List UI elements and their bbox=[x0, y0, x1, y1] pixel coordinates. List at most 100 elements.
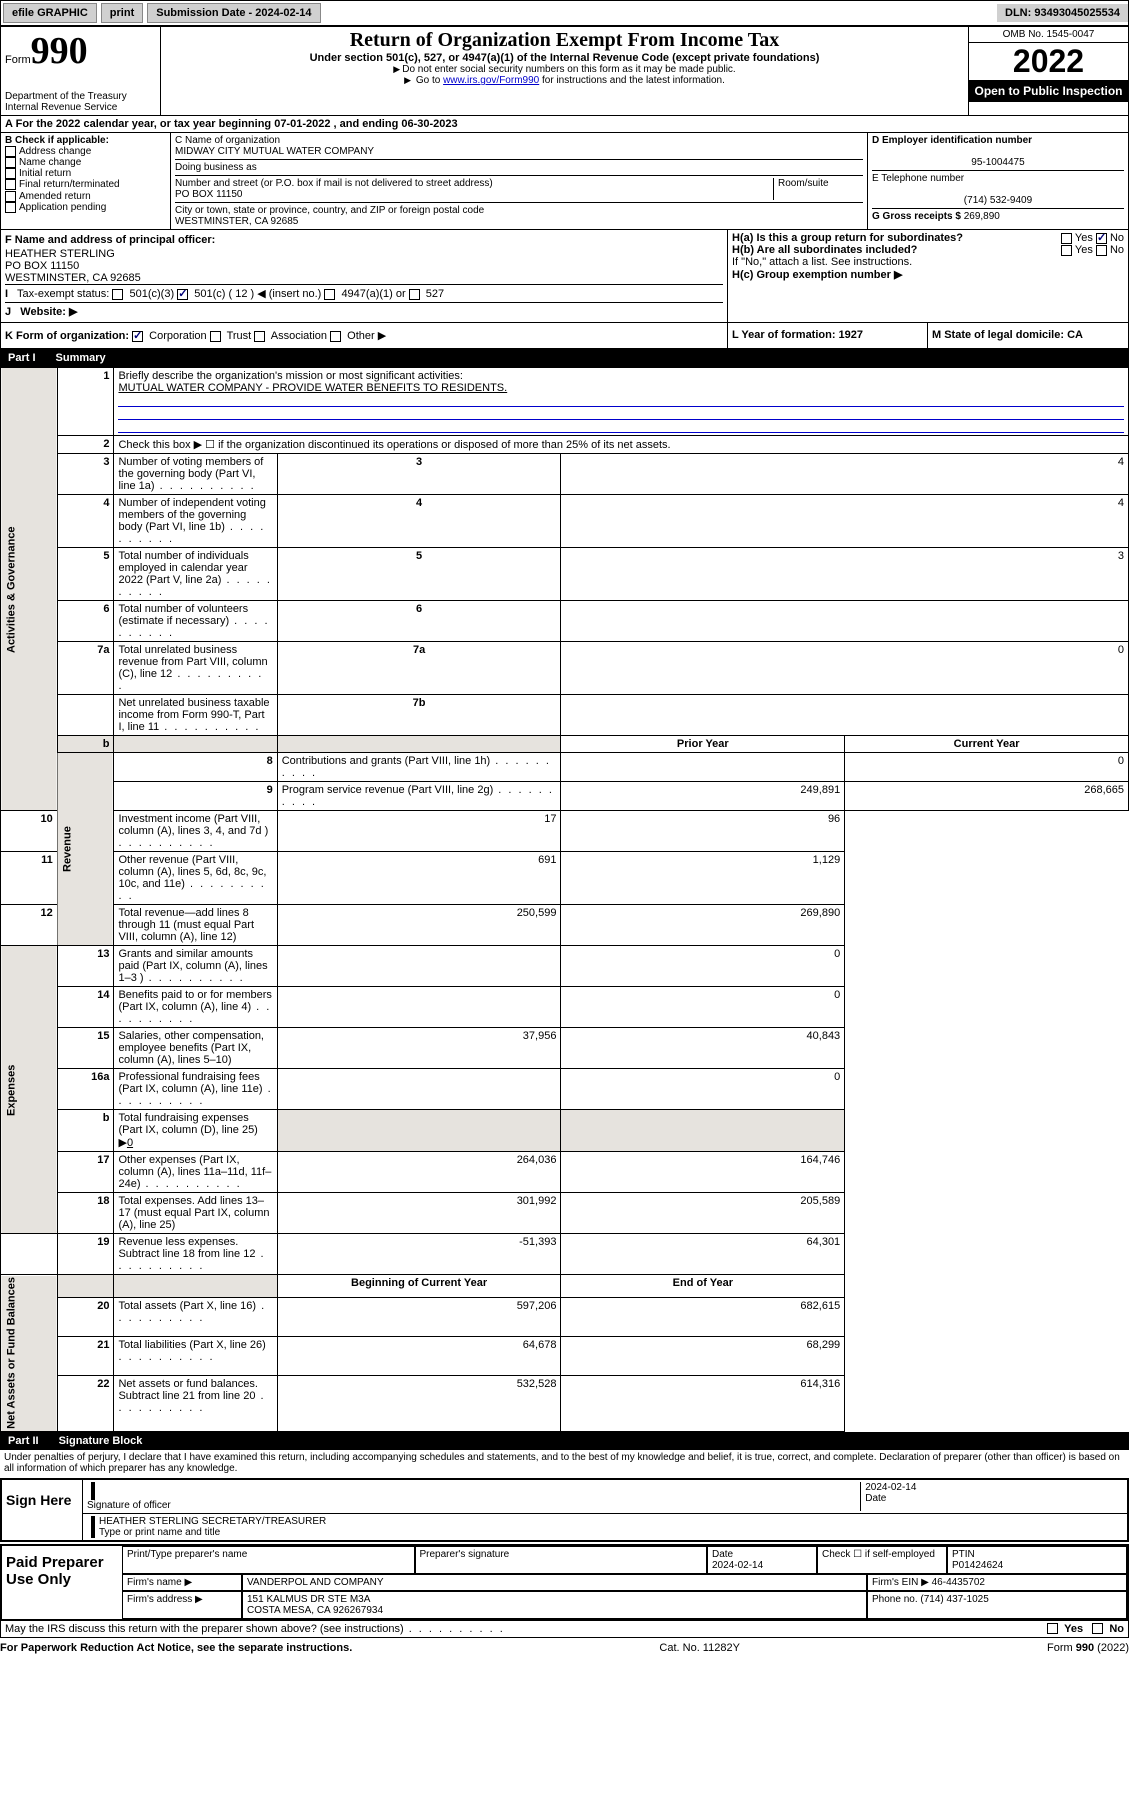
chk-corp[interactable] bbox=[132, 331, 143, 342]
year-formation: L Year of formation: 1927 bbox=[732, 329, 863, 341]
officer-addr1: PO BOX 11150 bbox=[5, 260, 723, 272]
cat-no: Cat. No. 11282Y bbox=[659, 1642, 740, 1654]
state-domicile: M State of legal domicile: CA bbox=[932, 329, 1083, 341]
form-org-label: K Form of organization: bbox=[5, 330, 129, 342]
paid-preparer-section: Paid Preparer Use Only Print/Type prepar… bbox=[0, 1544, 1129, 1621]
v3: 4 bbox=[561, 454, 1129, 495]
chk-hb-no[interactable] bbox=[1096, 245, 1107, 256]
officer-printed-name: HEATHER STERLING SECRETARY/TREASURER bbox=[99, 1516, 326, 1527]
form-subtitle: Under section 501(c), 527, or 4947(a)(1)… bbox=[165, 52, 964, 64]
self-employed: Check ☐ if self-employed bbox=[817, 1546, 947, 1574]
chk-trust[interactable] bbox=[210, 331, 221, 342]
chk-501c3[interactable] bbox=[112, 289, 123, 300]
part-1-header: Part I Summary bbox=[0, 349, 1129, 367]
v6 bbox=[561, 601, 1129, 642]
prep-sig-label: Preparer's signature bbox=[415, 1546, 708, 1574]
firm-ein: 46-4435702 bbox=[932, 1577, 985, 1588]
hdr-prior: Prior Year bbox=[561, 736, 845, 753]
form-note-2: Go to www.irs.gov/Form990 for instructio… bbox=[165, 75, 964, 86]
q3: Number of voting members of the governin… bbox=[114, 454, 277, 495]
phone-label: E Telephone number bbox=[872, 173, 964, 184]
q4: Number of independent voting members of … bbox=[114, 495, 277, 548]
gross-label: G Gross receipts $ bbox=[872, 211, 961, 222]
chk-application-pending[interactable] bbox=[5, 202, 16, 213]
chk-name-change[interactable] bbox=[5, 157, 16, 168]
gross-value: 269,890 bbox=[964, 211, 1000, 222]
q5: Total number of individuals employed in … bbox=[114, 548, 277, 601]
open-inspection: Open to Public Inspection bbox=[969, 80, 1128, 102]
section-f-through-j: F Name and address of principal officer:… bbox=[0, 230, 1129, 323]
chk-initial-return[interactable] bbox=[5, 168, 16, 179]
row-a-period: A For the 2022 calendar year, or tax yea… bbox=[0, 116, 1129, 133]
note2-post: for instructions and the latest informat… bbox=[539, 75, 725, 86]
sig-date: 2024-02-14 bbox=[865, 1482, 1123, 1493]
phone-value: (714) 532-9409 bbox=[872, 195, 1124, 206]
v7b bbox=[561, 695, 1129, 736]
paid-preparer-label: Paid Preparer Use Only bbox=[2, 1546, 122, 1619]
efile-label: efile GRAPHIC bbox=[3, 3, 97, 23]
chk-address-change[interactable] bbox=[5, 146, 16, 157]
dba-label: Doing business as bbox=[175, 162, 257, 173]
chk-final-return[interactable] bbox=[5, 179, 16, 190]
firm-phone: (714) 437-1025 bbox=[920, 1594, 988, 1605]
print-button[interactable]: print bbox=[101, 3, 143, 23]
chk-discuss-yes[interactable] bbox=[1047, 1623, 1058, 1634]
vert-net: Net Assets or Fund Balances bbox=[1, 1275, 58, 1432]
group-return-label: H(a) Is this a group return for subordin… bbox=[732, 232, 963, 244]
submission-date: Submission Date - 2024-02-14 bbox=[147, 3, 320, 23]
ein-label: D Employer identification number bbox=[872, 135, 1032, 146]
chk-527[interactable] bbox=[409, 289, 420, 300]
q6: Total number of volunteers (estimate if … bbox=[114, 601, 277, 642]
form-title: Return of Organization Exempt From Incom… bbox=[165, 29, 964, 52]
v4: 4 bbox=[561, 495, 1129, 548]
prep-name-label: Print/Type preparer's name bbox=[122, 1546, 415, 1574]
q7b: Net unrelated business taxable income fr… bbox=[114, 695, 277, 736]
vert-expenses: Expenses bbox=[1, 946, 58, 1234]
part-2-header: Part II Signature Block bbox=[0, 1432, 1129, 1450]
officer-label: F Name and address of principal officer: bbox=[5, 234, 215, 246]
v5: 3 bbox=[561, 548, 1129, 601]
signature-section: Sign Here Signature of officer 2024-02-1… bbox=[0, 1478, 1129, 1542]
page-footer: For Paperwork Reduction Act Notice, see … bbox=[0, 1638, 1129, 1658]
officer-name: HEATHER STERLING bbox=[5, 248, 723, 260]
chk-discuss-no[interactable] bbox=[1092, 1623, 1103, 1634]
firm-addr2: COSTA MESA, CA 926267934 bbox=[247, 1605, 383, 1616]
vert-governance: Activities & Governance bbox=[1, 368, 58, 811]
org-name: MIDWAY CITY MUTUAL WATER COMPANY bbox=[175, 146, 374, 157]
section-b-c-d: B Check if applicable: Address change Na… bbox=[0, 133, 1129, 230]
q1: Briefly describe the organization's miss… bbox=[118, 370, 462, 382]
chk-other[interactable] bbox=[330, 331, 341, 342]
instructions-link[interactable]: www.irs.gov/Form990 bbox=[443, 75, 539, 86]
hdr-curr: Current Year bbox=[845, 736, 1129, 753]
form-number: 990 bbox=[31, 30, 88, 72]
officer-sig-label: Signature of officer bbox=[87, 1500, 171, 1511]
v7a: 0 bbox=[561, 642, 1129, 695]
q7a: Total unrelated business revenue from Pa… bbox=[114, 642, 277, 695]
mission-text: MUTUAL WATER COMPANY - PROVIDE WATER BEN… bbox=[118, 382, 507, 394]
chk-assoc[interactable] bbox=[254, 331, 265, 342]
chk-ha-yes[interactable] bbox=[1061, 233, 1072, 244]
dln-label: DLN: 93493045025534 bbox=[997, 4, 1128, 22]
subordinates-label: H(b) Are all subordinates included? bbox=[732, 244, 917, 256]
chk-ha-no[interactable] bbox=[1096, 233, 1107, 244]
sign-here-label: Sign Here bbox=[2, 1480, 82, 1540]
pra-notice: For Paperwork Reduction Act Notice, see … bbox=[0, 1642, 352, 1654]
form-header: Form990 Department of the Treasury Inter… bbox=[0, 26, 1129, 116]
chk-hb-yes[interactable] bbox=[1061, 245, 1072, 256]
group-exemption-label: H(c) Group exemption number ▶ bbox=[732, 269, 902, 281]
chk-amended[interactable] bbox=[5, 191, 16, 202]
website-label: Website: ▶ bbox=[20, 306, 77, 318]
note2-pre: Go to bbox=[416, 75, 443, 86]
perjury-text: Under penalties of perjury, I declare th… bbox=[0, 1450, 1129, 1476]
ptin: P01424624 bbox=[952, 1560, 1003, 1571]
officer-addr2: WESTMINSTER, CA 92685 bbox=[5, 272, 723, 284]
org-address: PO BOX 11150 bbox=[175, 189, 242, 200]
chk-501c[interactable] bbox=[177, 289, 188, 300]
dept-label: Department of the Treasury Internal Reve… bbox=[5, 91, 156, 113]
tax-year: 2022 bbox=[969, 43, 1128, 80]
form-note-1: Do not enter social security numbers on … bbox=[165, 64, 964, 75]
chk-4947[interactable] bbox=[324, 289, 335, 300]
q2: Check this box ▶ ☐ if the organization d… bbox=[114, 436, 1129, 454]
tax-status-label: Tax-exempt status: bbox=[17, 288, 109, 300]
org-city: WESTMINSTER, CA 92685 bbox=[175, 216, 298, 227]
